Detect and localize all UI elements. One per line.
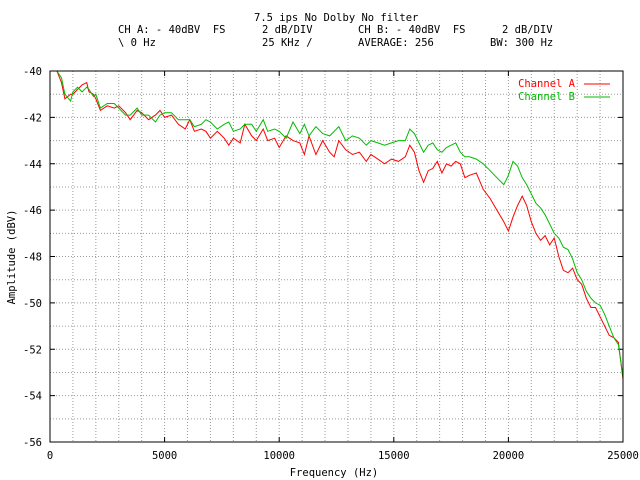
y-tick-label: -46: [23, 205, 42, 217]
channel-a-setting: CH A: - 40dBV FS: [118, 24, 226, 36]
averaging: AVERAGE: 256: [358, 37, 434, 49]
bandwidth: BW: 300 Hz: [490, 37, 554, 49]
x-tick-label: 5000: [152, 450, 177, 462]
y-tick-label: -40: [23, 66, 42, 78]
channel-b-setting: CH B: - 40dBV FS: [358, 24, 466, 36]
y-tick-label: -56: [23, 437, 42, 449]
chart-title: 7.5 ips No Dolby No filter: [254, 12, 419, 24]
frequency-span: 25 KHz /: [262, 37, 313, 49]
x-tick-label: 20000: [493, 450, 525, 462]
x-axis-label: Frequency (Hz): [290, 467, 379, 479]
axis-ticks: 0 5000 10000 15000 20000 25000 -56 -54 -52 -50 -48…: [23, 66, 639, 462]
series-line-channel-a: [56, 70, 624, 380]
y-axis-label: Amplitude (dBV): [6, 210, 18, 305]
y-tick-label: -54: [23, 391, 42, 403]
legend-label: Channel B: [518, 91, 575, 103]
plot-frame: [49, 70, 624, 443]
start-frequency: \ 0 Hz: [118, 37, 156, 49]
y-tick-label: -44: [23, 159, 42, 171]
x-tick-label: 15000: [378, 450, 410, 462]
legend-label: Channel A: [518, 78, 576, 90]
y-tick-label: -50: [23, 298, 42, 310]
y-tick-label: -52: [23, 344, 42, 356]
channel-b-scale: 2 dB/DIV: [502, 24, 553, 36]
series-lines: [56, 70, 624, 380]
series-line-channel-b: [56, 70, 624, 378]
x-tick-label: 25000: [607, 450, 639, 462]
y-tick-label: -42: [23, 112, 42, 124]
x-tick-label: 10000: [263, 450, 295, 462]
y-tick-label: -48: [23, 252, 42, 264]
channel-a-scale: 2 dB/DIV: [262, 24, 313, 36]
x-tick-label: 0: [47, 450, 53, 462]
grid: [50, 71, 623, 442]
